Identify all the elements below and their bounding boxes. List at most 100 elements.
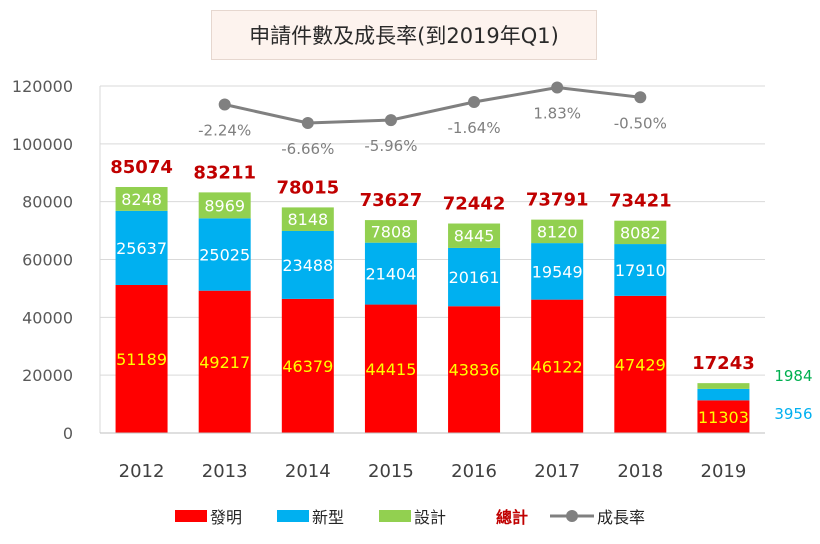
legend-growth-marker bbox=[566, 510, 578, 522]
value-label-設計: 8248 bbox=[121, 190, 162, 209]
legend-label: 設計 bbox=[414, 508, 446, 527]
total-label: 83211 bbox=[193, 162, 256, 183]
y-tick-label: 80000 bbox=[22, 193, 73, 212]
y-tick-label: 0 bbox=[63, 424, 73, 443]
bar-2016-新型 bbox=[448, 247, 501, 307]
legend-total-label: 總計 bbox=[496, 508, 528, 527]
value-label-新型: 3956 bbox=[774, 405, 812, 423]
growth-label: -2.24% bbox=[198, 122, 251, 140]
growth-point bbox=[468, 96, 481, 109]
bar-2018-新型 bbox=[614, 244, 667, 296]
y-tick-label: 60000 bbox=[22, 251, 73, 270]
y-tick-label: 100000 bbox=[12, 135, 73, 154]
bar-2015-發明 bbox=[364, 304, 417, 433]
bar-2017-新型 bbox=[531, 243, 584, 300]
total-label: 17243 bbox=[692, 353, 755, 374]
legend-swatch bbox=[277, 510, 309, 522]
growth-point bbox=[551, 81, 564, 94]
total-label: 85074 bbox=[110, 157, 173, 178]
bar-2012-設計 bbox=[115, 186, 168, 211]
y-tick-label: 120000 bbox=[12, 77, 73, 96]
growth-label: 1.83% bbox=[533, 105, 581, 123]
y-axis: 0 20000 40000 60000 80000 100000 120000 bbox=[12, 77, 101, 443]
growth-label: -5.96% bbox=[364, 137, 417, 155]
value-label-設計: 8445 bbox=[454, 227, 495, 246]
value-label-設計: 8969 bbox=[204, 196, 245, 215]
value-label-設計: 8082 bbox=[620, 223, 661, 242]
x-tick-label: 2019 bbox=[701, 461, 747, 482]
bar-2014-新型 bbox=[281, 230, 334, 299]
growth-line: -2.24% -6.66% -5.96% -1.64% 1.83% -0.50% bbox=[198, 81, 667, 158]
growth-label: -6.66% bbox=[281, 140, 334, 158]
bar-2019-設計 bbox=[697, 383, 750, 389]
legend-swatch bbox=[175, 510, 207, 522]
y-tick-label: 20000 bbox=[22, 366, 73, 385]
value-label-發明: 43836 bbox=[449, 361, 500, 380]
bar-2018-發明 bbox=[614, 295, 667, 433]
value-label-設計: 1984 bbox=[774, 367, 812, 385]
bar-2019-發明 bbox=[697, 400, 750, 433]
growth-point bbox=[634, 91, 647, 104]
value-label-新型: 19549 bbox=[532, 262, 583, 281]
bar-2012-新型 bbox=[115, 210, 168, 285]
total-label: 73791 bbox=[526, 190, 589, 211]
x-tick-label: 2016 bbox=[451, 461, 497, 482]
legend-label: 發明 bbox=[210, 508, 242, 527]
total-label: 72442 bbox=[443, 194, 506, 215]
value-label-發明: 46379 bbox=[282, 357, 333, 376]
total-label: 73627 bbox=[360, 190, 423, 211]
value-label-發明: 44415 bbox=[365, 360, 416, 379]
value-label-新型: 25637 bbox=[116, 239, 167, 258]
bar-2018-設計 bbox=[614, 220, 667, 245]
chart-title-box: 申請件數及成長率(到2019年Q1) bbox=[211, 10, 597, 60]
data-labels: 51189 25637 8248 85074 49217 25025 8969 83211 46… bbox=[110, 157, 812, 427]
bar-2016-設計 bbox=[448, 223, 501, 248]
growth-point bbox=[384, 114, 397, 127]
value-label-新型: 20161 bbox=[449, 268, 500, 287]
bars bbox=[115, 186, 750, 433]
growth-point bbox=[301, 117, 314, 129]
y-tick-label: 40000 bbox=[22, 308, 73, 327]
value-label-發明: 49217 bbox=[199, 353, 250, 372]
total-label: 73421 bbox=[609, 191, 672, 212]
bar-2019-新型 bbox=[697, 388, 750, 401]
bar-2013-設計 bbox=[198, 192, 251, 219]
value-label-發明: 11303 bbox=[698, 408, 749, 427]
bar-2015-設計 bbox=[364, 220, 417, 243]
chart-title: 申請件數及成長率(到2019年Q1) bbox=[249, 24, 559, 48]
value-label-發明: 46122 bbox=[532, 357, 583, 376]
bar-2014-設計 bbox=[281, 207, 334, 231]
value-label-新型: 23488 bbox=[282, 256, 333, 275]
bar-2015-新型 bbox=[364, 242, 417, 305]
x-tick-label: 2018 bbox=[617, 461, 663, 482]
value-label-新型: 17910 bbox=[615, 261, 666, 280]
x-axis: 2012 2013 2014 2015 2016 2017 2018 2019 bbox=[100, 432, 765, 482]
bar-2016-發明 bbox=[448, 306, 501, 433]
x-tick-label: 2017 bbox=[534, 461, 580, 482]
x-tick-label: 2012 bbox=[119, 461, 165, 482]
x-tick-label: 2013 bbox=[202, 461, 248, 482]
bar-2013-新型 bbox=[198, 218, 251, 291]
total-label: 78015 bbox=[277, 177, 340, 198]
x-tick-label: 2014 bbox=[285, 461, 331, 482]
growth-label: -1.64% bbox=[448, 119, 501, 137]
growth-series-line bbox=[224, 85, 641, 125]
legend-label: 新型 bbox=[312, 508, 344, 527]
value-label-發明: 51189 bbox=[116, 350, 167, 369]
legend-swatch bbox=[379, 510, 411, 522]
legend-growth-label: 成長率 bbox=[597, 508, 645, 527]
value-label-設計: 8148 bbox=[287, 210, 328, 229]
value-label-新型: 21404 bbox=[365, 265, 416, 284]
legend: 發明 新型 設計 總計 成長率 bbox=[175, 508, 645, 527]
value-label-新型: 25025 bbox=[199, 245, 250, 264]
x-tick-label: 2015 bbox=[368, 461, 414, 482]
bar-2017-設計 bbox=[531, 219, 584, 244]
bar-2013-發明 bbox=[198, 290, 251, 433]
bar-2012-發明 bbox=[115, 284, 168, 433]
growth-label: -0.50% bbox=[614, 114, 667, 132]
value-label-發明: 47429 bbox=[615, 355, 666, 374]
growth-point bbox=[218, 98, 231, 111]
value-label-設計: 7808 bbox=[371, 222, 412, 241]
bar-2017-發明 bbox=[531, 299, 584, 433]
